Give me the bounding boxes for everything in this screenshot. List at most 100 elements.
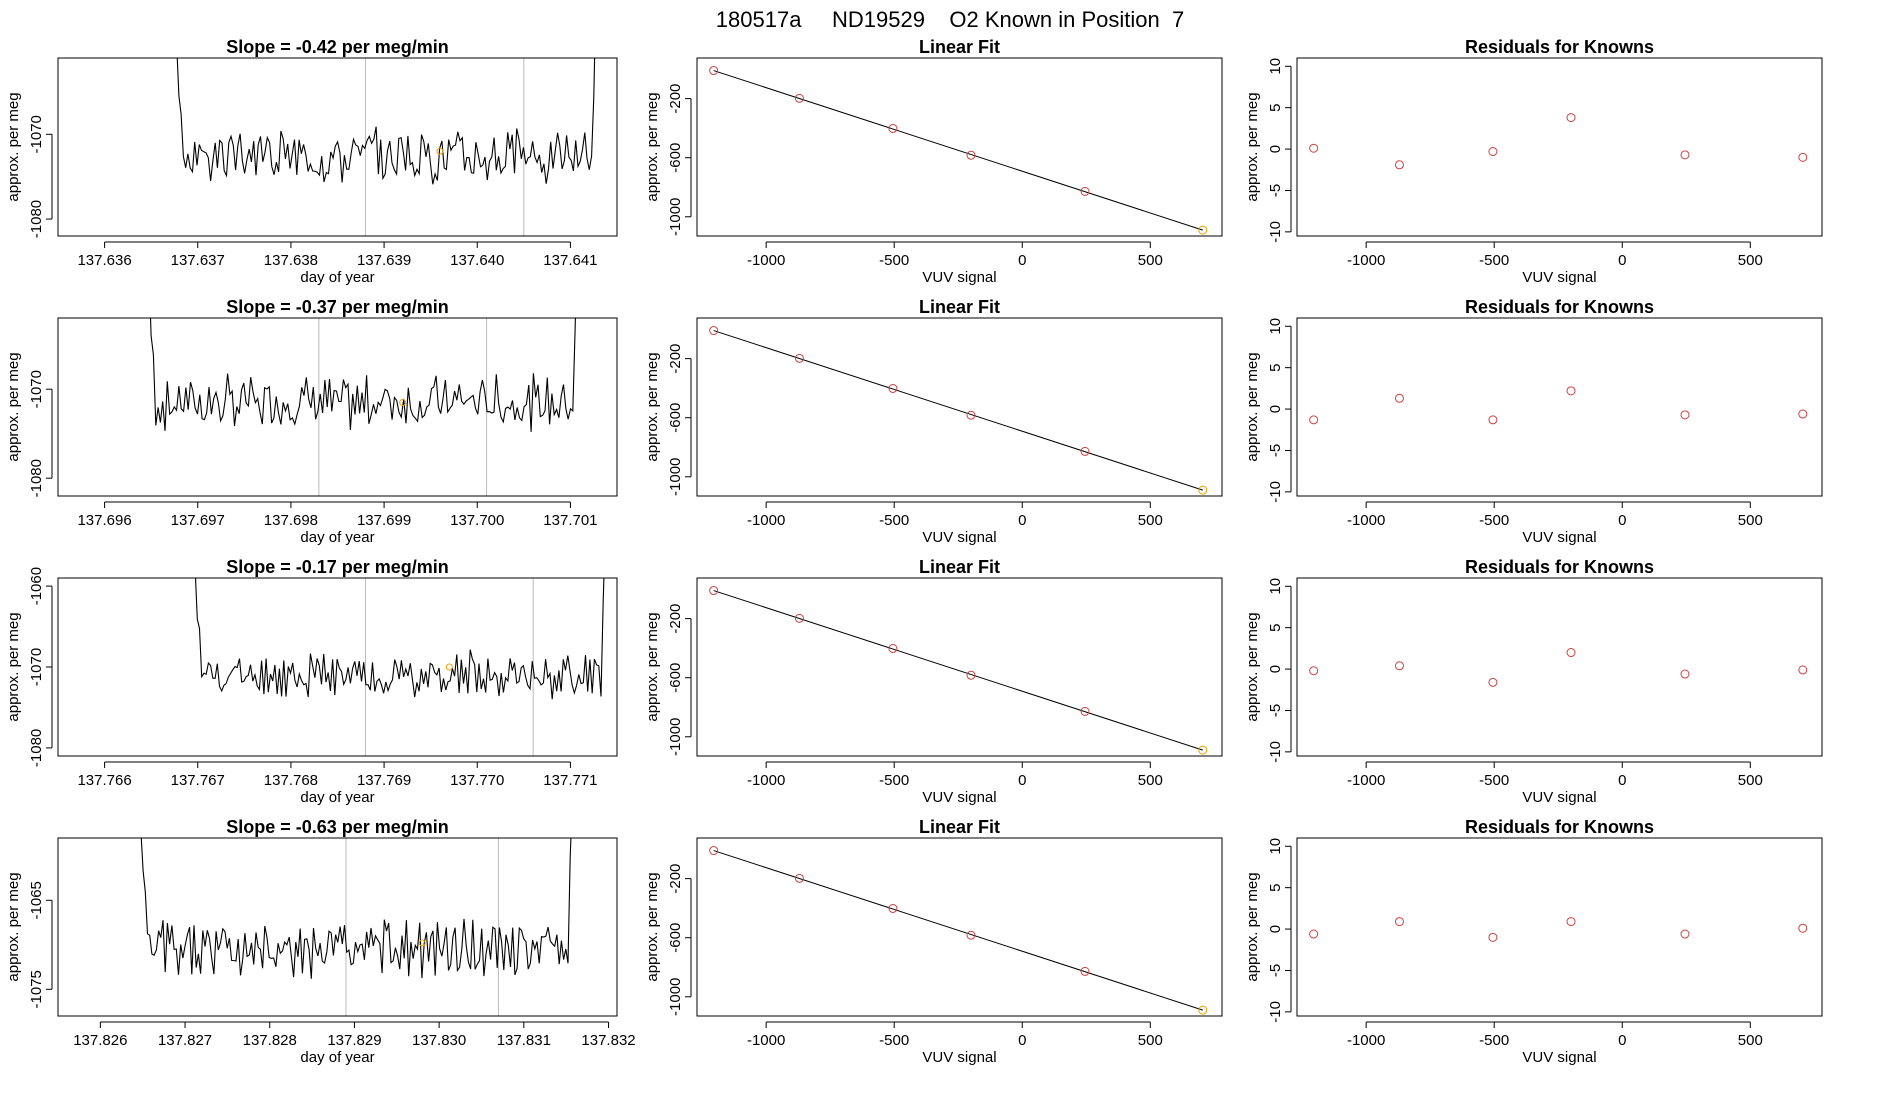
data-point [1309,666,1319,676]
data-point [966,150,976,160]
y-axis: -10 -5 0 5 10 [1267,838,1292,1023]
plot-area [709,846,1208,1015]
x-axis-label: VUV signal [1522,269,1596,286]
y-tick-label: -600 [667,923,684,953]
panel-title: Residuals for Knowns [1465,557,1654,577]
data-point [1566,386,1576,396]
x-axis-label: VUV signal [1522,529,1596,546]
panel-residuals-2: Residuals for Knowns -1000 -500 0 500 VUV sig… [1244,297,1823,546]
data-point [1394,160,1404,170]
y-axis-label: approx. per meg [1244,352,1261,461]
panel-title: Linear Fit [919,557,1000,577]
x-tick-label: 137.699 [357,512,411,529]
y-axis: -1075 -1065 [28,881,53,1008]
x-tick-label: 500 [1138,772,1163,789]
data-point [794,873,804,883]
y-tick-label: -600 [667,663,684,693]
y-tick-label: -1065 [28,881,45,919]
x-axis-label: VUV signal [922,529,996,546]
plot-area [709,326,1208,495]
y-axis: -1000 -600 -200 [667,84,692,236]
y-tick-label: -1000 [667,978,684,1016]
plot-frame [1296,837,1823,1017]
x-tick-label: 137.639 [357,252,411,269]
figure-title: 180517a ND19529 O2 Known in Position 7 [716,7,1184,32]
highlight-point [445,663,453,671]
y-tick-label: -1060 [28,567,45,605]
x-tick-label: -1000 [1347,252,1385,269]
x-tick-label: -1000 [747,512,785,529]
plot-frame [57,57,618,237]
y-tick-label: -1075 [28,970,45,1008]
data-point [794,353,804,363]
data-point [1309,143,1319,153]
panel-linear-fit-3: Linear Fit -1000 -500 0 500 VUV signal -1000 -6… [644,557,1223,806]
y-axis-label: approx. per meg [644,352,661,461]
data-point [1566,917,1576,927]
x-axis-label: day of year [300,269,374,286]
y-axis-label: approx. per meg [1244,872,1261,981]
data-point [1488,415,1498,425]
y-axis-label: approx. per meg [1244,612,1261,721]
x-tick-label: -1000 [747,772,785,789]
data-point [966,410,976,420]
data-point [1198,1005,1208,1015]
plot-area [1309,917,1808,942]
data-point [966,670,976,680]
y-tick-label: -200 [667,84,684,114]
y-axis: -1000 -600 -200 [667,344,692,496]
y-axis-label: approx. per meg [644,612,661,721]
x-tick-label: 137.830 [412,1032,466,1049]
panel-title: Linear Fit [919,297,1000,317]
highlight-point [399,399,407,407]
fit-line [713,850,1203,1011]
y-axis-label: approx. per meg [644,872,661,981]
x-tick-label: 0 [1618,1032,1626,1049]
y-tick-label: -5 [1267,444,1284,457]
x-tick-label: 500 [1138,1032,1163,1049]
plot-frame [57,317,618,497]
x-tick-label: 0 [1618,512,1626,529]
plot-frame [57,577,618,757]
fit-line [713,330,1203,491]
plot-area [1309,386,1808,425]
y-axis-label: approx. per meg [5,352,22,461]
x-tick-label: 137.769 [357,772,411,789]
y-tick-label: 0 [1267,145,1284,153]
x-tick-label: -1000 [747,1032,785,1049]
x-tick-label: 137.832 [581,1032,635,1049]
data-point [709,326,719,336]
x-tick-label: -500 [879,512,909,529]
x-tick-label: 137.638 [264,252,318,269]
x-tick-label: 137.641 [543,252,597,269]
y-tick-label: -10 [1267,481,1284,503]
data-point [1080,186,1090,196]
plot-area [1309,113,1808,170]
y-tick-label: -200 [667,864,684,894]
x-axis: -1000 -500 0 500 [1347,241,1763,269]
highlight-point [418,939,426,947]
data-point [1394,661,1404,671]
x-tick-label: -500 [879,252,909,269]
x-axis-label: day of year [300,1049,374,1066]
panel-linear-fit-4: Linear Fit -1000 -500 0 500 VUV signal -1000 -6… [644,817,1223,1066]
data-point [1309,929,1319,939]
x-tick-label: 500 [1738,1032,1763,1049]
x-tick-label: -1000 [1347,1032,1385,1049]
data-point [966,930,976,940]
data-point [709,66,719,76]
y-tick-label: 10 [1267,578,1284,595]
x-tick-label: 0 [1018,512,1026,529]
fit-line [713,70,1203,231]
y-tick-label: -10 [1267,741,1284,763]
x-tick-label: 0 [1018,772,1026,789]
x-axis: 137.766 137.767 137.768 137.769 137.770 137.7… [77,761,598,789]
panel-title: Slope = -0.63 per meg/min [226,817,449,837]
data-point [1680,150,1690,160]
panel-title: Slope = -0.42 per meg/min [226,37,449,57]
panel-title: Linear Fit [919,817,1000,837]
